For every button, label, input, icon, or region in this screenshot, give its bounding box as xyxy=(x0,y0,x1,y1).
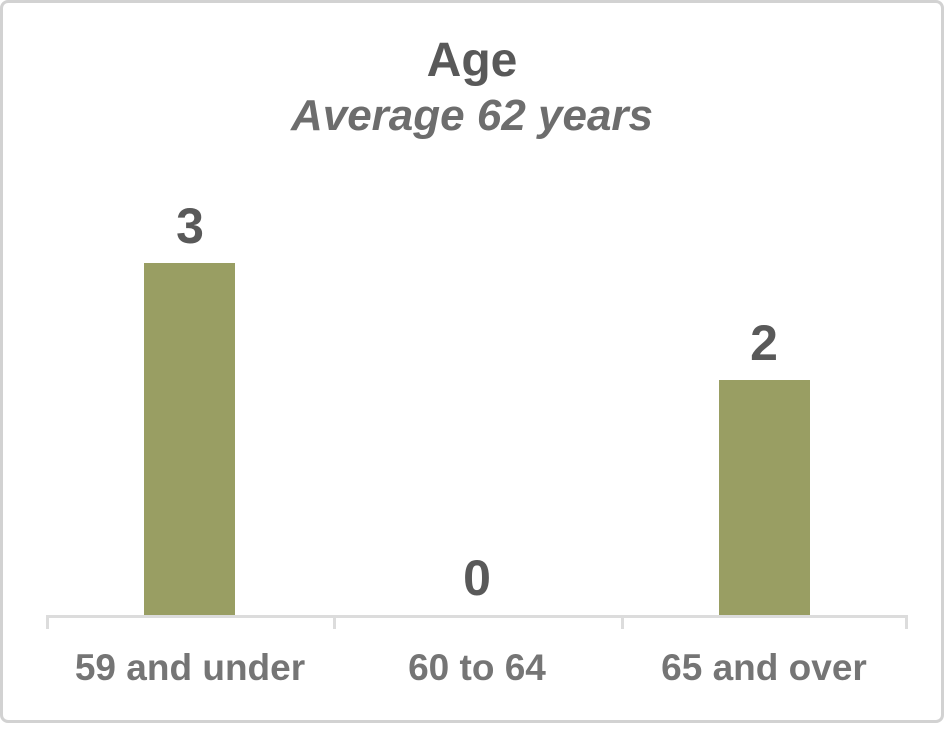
x-axis-tick xyxy=(333,615,336,629)
category-label: 65 and over xyxy=(661,647,867,688)
chart-title: Age xyxy=(426,34,518,87)
chart-title-block: Age Average 62 years xyxy=(3,33,941,143)
x-axis-line xyxy=(46,615,908,618)
chart-subtitle: Average 62 years xyxy=(290,91,654,141)
x-axis-tick xyxy=(46,615,49,629)
x-axis-tick xyxy=(905,615,908,629)
bar xyxy=(144,263,235,615)
bar xyxy=(719,380,810,615)
category-label: 60 to 64 xyxy=(408,647,546,688)
plot-area: 3 59 and under 0 60 to 64 2 65 and over xyxy=(46,3,908,720)
x-axis-tick xyxy=(621,615,624,629)
data-label: 0 xyxy=(463,550,491,606)
data-label: 3 xyxy=(176,198,204,254)
data-label: 2 xyxy=(750,315,778,371)
category-label: 59 and under xyxy=(74,647,306,688)
